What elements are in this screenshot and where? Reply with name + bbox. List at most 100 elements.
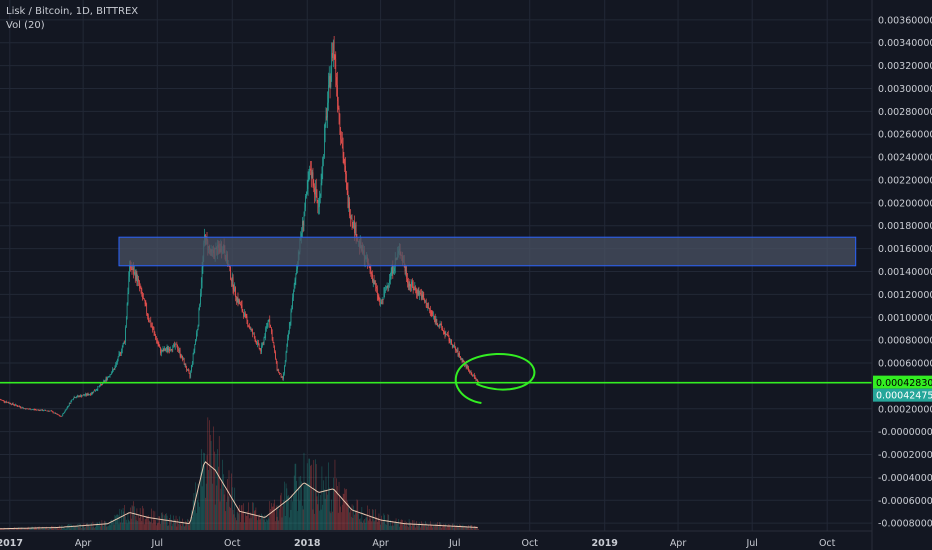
- candle-body: [160, 347, 161, 354]
- candle-body: [57, 414, 59, 416]
- volume-bar: [456, 524, 458, 530]
- volume-bar: [380, 524, 381, 530]
- volume-bar: [457, 525, 459, 530]
- candle-body: [354, 225, 356, 234]
- price-tick-label: -0.00000000: [878, 427, 932, 438]
- volume-bar: [193, 493, 195, 530]
- volume-bar: [398, 519, 399, 530]
- candle-body: [187, 369, 189, 372]
- candle-body: [131, 269, 133, 270]
- candle-body: [52, 411, 54, 413]
- candle-body: [195, 339, 196, 345]
- candle-body: [183, 359, 185, 365]
- volume-bar: [346, 488, 347, 530]
- volume-bar: [333, 489, 335, 530]
- volume-bar: [315, 464, 317, 530]
- volume-bar: [391, 525, 393, 530]
- candle-body: [435, 319, 437, 323]
- volume-bar: [425, 521, 426, 530]
- candle-body: [308, 178, 310, 181]
- volume-bar: [106, 526, 108, 530]
- candle-body: [166, 347, 168, 350]
- candle-body: [387, 285, 389, 287]
- candle-body: [415, 287, 416, 290]
- volume-bar: [297, 511, 298, 530]
- volume-bar: [432, 527, 434, 530]
- candle-body: [430, 311, 432, 313]
- volume-bar: [135, 520, 137, 530]
- volume-bar: [368, 508, 370, 530]
- volume-bar: [130, 507, 131, 530]
- volume-bar: [476, 527, 478, 530]
- candle-body: [312, 172, 314, 186]
- candle-body: [196, 333, 197, 340]
- candle-body: [343, 157, 345, 164]
- candle-body: [383, 292, 385, 300]
- candle-body: [101, 384, 103, 386]
- time-axis[interactable]: 2017 Apr Jul Oct 2018 Apr Jul Oct 2019 Apr Jul Oct: [0, 538, 836, 549]
- candle-body: [32, 409, 33, 410]
- volume-bar: [354, 511, 356, 530]
- price-tick-label: 0.00180000: [878, 221, 932, 232]
- volume-bar: [429, 521, 431, 530]
- price-tick-label: -0.00020000: [878, 450, 932, 461]
- volume-bar: [97, 522, 99, 530]
- candle-body: [451, 339, 452, 345]
- volume-bar: [117, 514, 118, 530]
- volume-bar: [198, 502, 200, 530]
- volume-bar: [429, 526, 430, 530]
- candle-body: [327, 102, 328, 118]
- candle-body: [385, 290, 386, 291]
- time-tick-label: Jul: [151, 538, 163, 549]
- candle-body: [144, 299, 146, 305]
- volume-bar: [244, 522, 245, 530]
- volume-bar: [170, 519, 172, 530]
- volume-bar: [253, 510, 255, 530]
- volume-bar: [466, 526, 468, 530]
- candle-body: [408, 283, 410, 288]
- volume-bar: [57, 527, 59, 530]
- candle-body: [147, 313, 148, 317]
- candle-body: [306, 191, 307, 197]
- price-tick-label: 0.00140000: [878, 267, 932, 278]
- volume-bar: [375, 509, 377, 530]
- candle-body: [269, 319, 271, 325]
- volume-bar: [303, 452, 305, 530]
- volume-bar: [298, 476, 300, 530]
- volume-bar: [208, 470, 209, 530]
- candle-body: [51, 411, 53, 412]
- candle-body: [46, 410, 48, 412]
- volume-bar: [445, 523, 447, 530]
- volume-bar: [456, 525, 457, 530]
- volume-bar: [223, 494, 225, 530]
- highlight-circle-drawing[interactable]: [454, 353, 536, 405]
- volume-bar: [24, 528, 26, 530]
- candle-body: [266, 324, 268, 327]
- candle-body: [321, 174, 323, 184]
- candle-body: [384, 290, 385, 293]
- volume-bar: [93, 526, 95, 530]
- candle-body: [74, 397, 76, 398]
- volume-bar: [424, 524, 425, 530]
- candle-body: [45, 410, 46, 411]
- price-axis[interactable]: 0.00360000 0.00340000 0.00320000 0.00300000…: [873, 15, 932, 530]
- volume-bar: [266, 520, 268, 530]
- candle-body: [12, 403, 14, 405]
- candle-body: [161, 350, 162, 354]
- volume-bar: [310, 464, 312, 530]
- annotations[interactable]: [0, 236, 872, 405]
- candle-body: [375, 283, 377, 287]
- volume-bar: [147, 515, 149, 530]
- candle-body: [379, 298, 381, 304]
- volume-bar: [293, 475, 295, 530]
- candle-body: [2, 400, 4, 401]
- candle-body: [84, 395, 86, 396]
- candle-body: [252, 330, 253, 334]
- volume-bar: [157, 522, 159, 530]
- volume-bar: [95, 524, 97, 530]
- volume-bar: [329, 511, 331, 530]
- volume-bar: [150, 522, 152, 530]
- volume-bar: [396, 522, 398, 530]
- resistance-zone-rect[interactable]: [118, 236, 857, 267]
